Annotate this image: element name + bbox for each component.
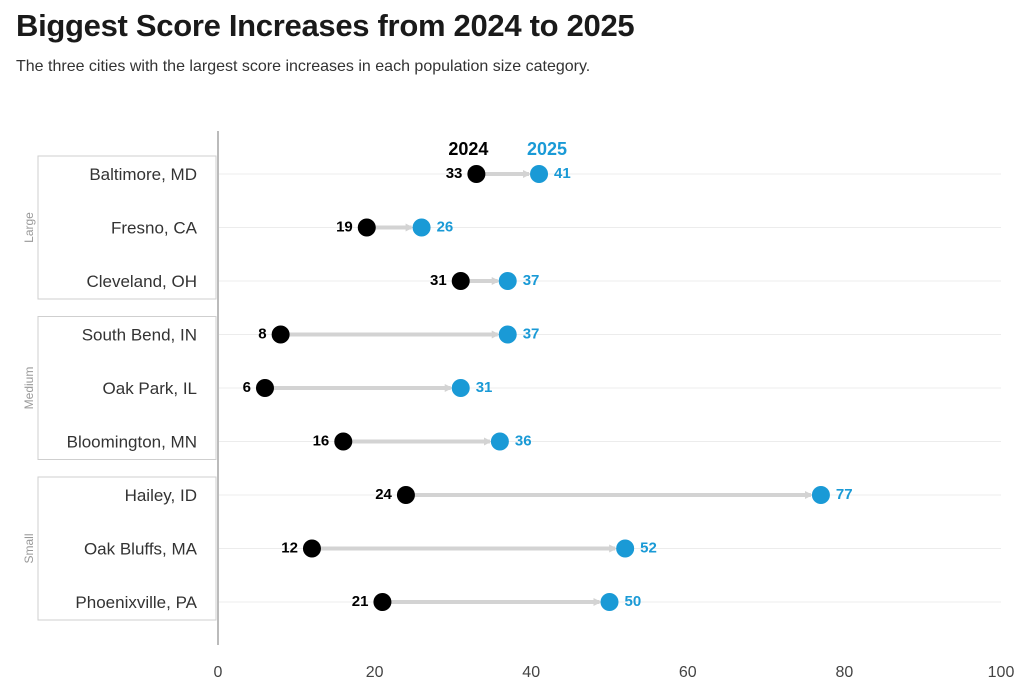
category-label: Oak Bluffs, MA (84, 540, 198, 559)
point-2024 (373, 593, 392, 611)
value-label-2025: 41 (554, 165, 571, 182)
category-label: South Bend, IN (82, 326, 197, 345)
point-2025 (451, 379, 470, 397)
value-label-2025: 26 (437, 219, 454, 236)
value-label-2025: 31 (476, 379, 493, 396)
point-2024 (271, 325, 290, 344)
point-2025 (811, 486, 830, 504)
group-bracket (37, 155, 217, 300)
point-2024 (255, 379, 274, 397)
group-label: Small (22, 533, 36, 563)
point-2024 (357, 218, 376, 237)
category-label: Phoenixville, PA (75, 593, 197, 612)
value-label-2025: 37 (523, 326, 540, 343)
group-label: Medium (22, 367, 36, 410)
x-tick-label: 20 (366, 664, 384, 681)
value-label-2025: 50 (625, 593, 642, 610)
value-label-2025: 77 (836, 486, 853, 503)
value-label-2025: 37 (523, 272, 540, 289)
point-2024 (396, 486, 415, 504)
value-label-2025: 52 (640, 540, 657, 557)
value-label-2024: 12 (281, 540, 298, 557)
group-bracket (37, 316, 217, 460)
x-tick-label: 0 (214, 664, 223, 681)
point-2024 (467, 165, 486, 183)
category-label: Fresno, CA (111, 219, 198, 238)
group-bracket (37, 476, 217, 621)
point-2024 (451, 272, 470, 290)
category-label: Bloomington, MN (67, 433, 197, 452)
point-2025 (616, 539, 635, 558)
x-tick-label: 80 (836, 664, 854, 681)
value-label-2024: 19 (336, 219, 353, 236)
x-tick-label: 100 (988, 664, 1015, 681)
value-label-2024: 6 (243, 379, 251, 396)
value-label-2024: 8 (258, 326, 266, 343)
point-2025 (530, 165, 549, 183)
category-label: Cleveland, OH (86, 272, 197, 291)
chart-subtitle: The three cities with the largest score … (16, 58, 591, 75)
value-label-2024: 24 (375, 486, 392, 503)
value-label-2024: 21 (352, 593, 369, 610)
point-2025 (498, 272, 517, 290)
value-label-2024: 31 (430, 272, 447, 289)
value-label-2025: 36 (515, 433, 532, 450)
legend-2024: 2024 (448, 139, 488, 159)
value-label-2024: 16 (313, 433, 330, 450)
point-2025 (600, 593, 619, 611)
legend-2025: 2025 (527, 139, 567, 159)
point-2025 (490, 432, 509, 451)
category-label: Baltimore, MD (89, 165, 197, 184)
point-2024 (302, 539, 321, 558)
x-tick-label: 60 (679, 664, 697, 681)
point-2024 (334, 432, 353, 451)
point-2025 (498, 325, 517, 344)
chart-title: Biggest Score Increases from 2024 to 202… (16, 8, 635, 43)
group-label: Large (22, 212, 36, 243)
category-label: Hailey, ID (125, 486, 197, 505)
x-tick-label: 40 (522, 664, 540, 681)
point-2025 (412, 218, 431, 237)
category-label: Oak Park, IL (103, 379, 197, 398)
value-label-2024: 33 (446, 165, 463, 182)
